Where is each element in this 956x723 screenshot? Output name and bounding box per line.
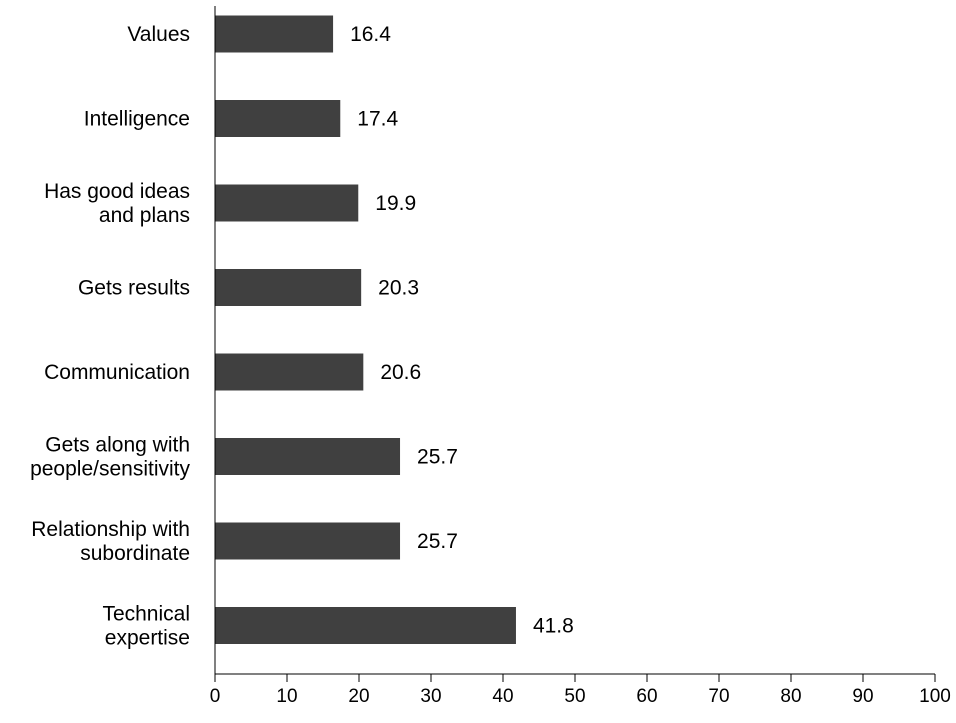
x-tick-label: 50: [564, 686, 585, 707]
value-label: 16.4: [350, 23, 391, 46]
bar: [215, 353, 364, 391]
value-label: 25.7: [417, 446, 458, 469]
category-label: Gets results: [78, 277, 190, 300]
category-label: Communication: [44, 361, 190, 384]
axes-group: [214, 6, 936, 682]
bar: [215, 100, 341, 137]
x-tick-label: 30: [420, 686, 441, 707]
labels-group: 16.4 Values 17.4 Intelligence 19.9 Has good i…: [30, 23, 951, 707]
category-label: Relationship with subordinate: [31, 518, 190, 565]
category-label: Gets along with people/sensitivity: [30, 434, 190, 481]
x-tick-label: 70: [708, 686, 729, 707]
x-tick-label: 80: [780, 686, 801, 707]
value-label: 17.4: [357, 108, 398, 131]
bar: [215, 269, 362, 306]
category-label: Technical expertise: [102, 603, 190, 650]
x-tick-label: 20: [348, 686, 369, 707]
bar: [215, 184, 359, 222]
bar: [215, 607, 516, 644]
bar: [215, 438, 401, 475]
x-tick-label: 40: [492, 686, 513, 707]
category-label: Values: [127, 23, 190, 46]
category-label: Has good ideas and plans: [44, 180, 190, 227]
value-label: 20.3: [378, 277, 419, 300]
bar: [215, 15, 334, 53]
x-tick-label: 100: [919, 686, 951, 707]
x-tick-label: 90: [852, 686, 873, 707]
x-tick-label: 0: [210, 686, 221, 707]
value-label: 41.8: [533, 615, 574, 638]
bar: [215, 522, 401, 560]
value-label: 25.7: [417, 530, 458, 553]
category-label: Intelligence: [84, 108, 190, 131]
x-tick-label: 60: [636, 686, 657, 707]
bars-group: [215, 15, 516, 644]
value-label: 20.6: [380, 361, 421, 384]
value-label: 19.9: [375, 192, 416, 215]
x-tick-label: 10: [276, 686, 297, 707]
